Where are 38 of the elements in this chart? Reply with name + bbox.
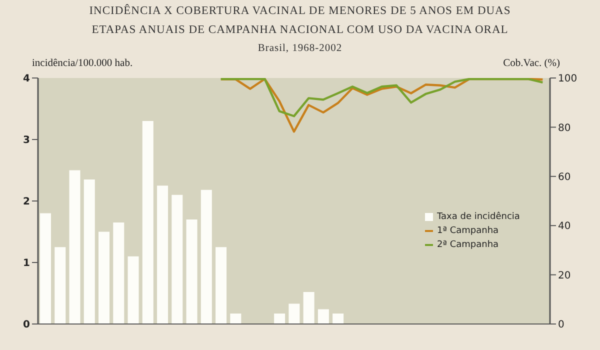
legend-label: 2ª Campanha bbox=[437, 240, 499, 250]
bar bbox=[40, 213, 51, 324]
y2-tick-label: 20 bbox=[558, 270, 571, 282]
bar bbox=[216, 247, 227, 324]
bar bbox=[318, 309, 329, 324]
chart-subtitle: Brasil, 1968-2002 bbox=[256, 42, 344, 56]
y2-axis-title: Cob.Vac. (%) bbox=[503, 58, 560, 69]
legend-label: 1ª Campanha bbox=[437, 226, 499, 236]
y2-tick-label: 60 bbox=[558, 172, 571, 183]
line-series bbox=[220, 78, 544, 118]
bar bbox=[303, 292, 314, 324]
bar bbox=[113, 222, 124, 324]
bar bbox=[288, 304, 300, 324]
bar bbox=[186, 219, 198, 324]
y-tick-label: 1 bbox=[23, 258, 30, 270]
bar bbox=[230, 314, 242, 324]
bar bbox=[69, 170, 80, 324]
y2-tick-label: 100 bbox=[558, 74, 578, 85]
y-tick-label: 3 bbox=[23, 135, 30, 146]
bar bbox=[128, 256, 139, 324]
y2-tick-label: 80 bbox=[558, 122, 571, 134]
bar bbox=[157, 186, 168, 324]
y-tick-label: 0 bbox=[23, 320, 30, 331]
bar bbox=[98, 232, 110, 324]
y-tick-label: 4 bbox=[23, 74, 30, 85]
y-axis-title: incidência/100.000 hab. bbox=[32, 58, 133, 69]
bar bbox=[332, 314, 344, 324]
y2-tick-label: 0 bbox=[558, 320, 564, 331]
bar bbox=[54, 247, 66, 324]
bar bbox=[274, 314, 286, 324]
bar bbox=[172, 194, 183, 324]
y-tick-label: 2 bbox=[23, 196, 30, 208]
bar bbox=[142, 121, 154, 324]
y2-tick-label: 40 bbox=[558, 221, 571, 232]
chart-title: INCIDÊNCIA X COBERTURA VACINAL DE MENORES DE 5 ANOS EM DUAS ETAPAS ANUAIS DE CAMPANHA NACIONAL COM USO DA VACINA ORAL bbox=[88, 3, 512, 38]
bar bbox=[200, 190, 212, 324]
legend-label: Taxa de incidência bbox=[437, 212, 520, 222]
bar bbox=[84, 179, 95, 324]
